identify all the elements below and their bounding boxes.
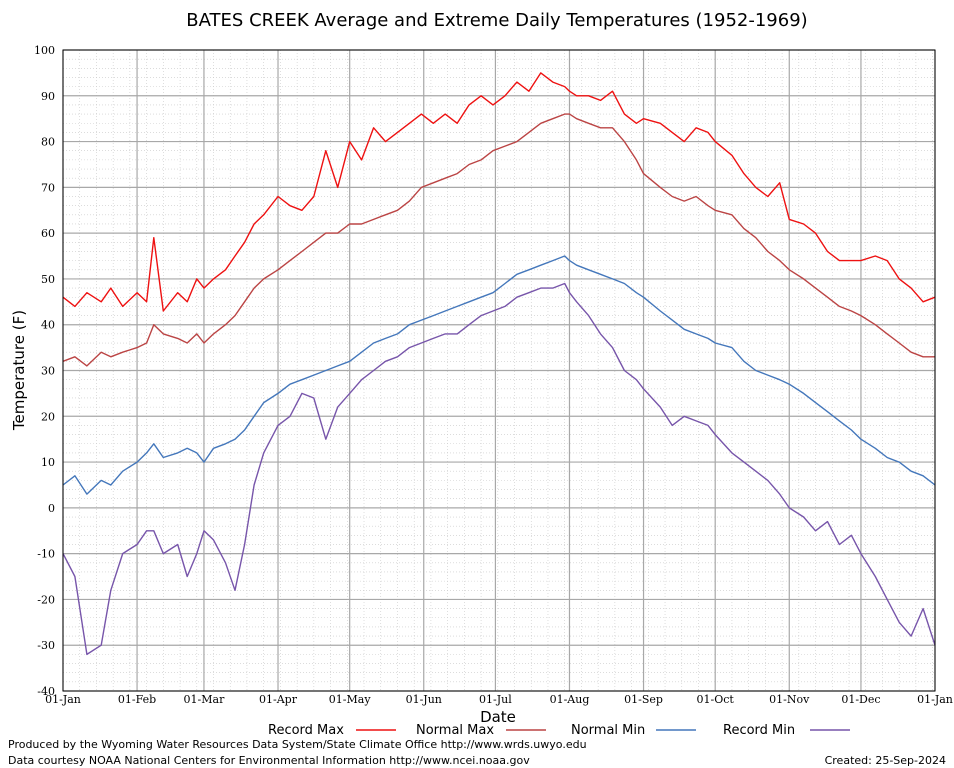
- legend-label-record-min: Record Min: [723, 723, 795, 738]
- x-tick-label: 01-May: [329, 693, 372, 706]
- series-line-record-max: [62, 72, 936, 312]
- y-tick-label: 50: [41, 273, 55, 286]
- y-axis-label: Temperature (F): [10, 310, 28, 431]
- x-tick-label: 01-Dec: [841, 693, 880, 706]
- x-tick-label: 01-Nov: [769, 693, 810, 706]
- legend-label-record-max: Record Max: [268, 723, 344, 738]
- legend: Record Max Normal Max Normal Min Record …: [268, 723, 850, 738]
- y-tick-label: 0: [48, 502, 55, 515]
- footer-courtesy: Data courtesy NOAA National Centers for …: [8, 754, 530, 767]
- y-tick-label: 70: [41, 181, 55, 194]
- x-tick-label: 01-Jan: [917, 693, 953, 706]
- y-tick-label: -30: [37, 639, 55, 652]
- series-layer: [62, 72, 936, 656]
- x-tick-label: 01-Oct: [697, 693, 735, 706]
- y-tick-label: 20: [41, 410, 55, 423]
- x-tick-label: 01-Feb: [118, 693, 156, 706]
- x-tick-label: 01-Sep: [624, 693, 663, 706]
- y-tick-label: -40: [37, 685, 55, 698]
- y-tick-label: 10: [41, 456, 55, 469]
- x-axis-label: Date: [480, 708, 516, 726]
- x-tick-label: 01-Mar: [184, 693, 226, 706]
- series-line-normal-max: [62, 113, 935, 367]
- series-line-record-min: [62, 282, 936, 656]
- x-tick-labels: 01-Jan 01-Feb 01-Mar 01-Apr 01-May 01-Jun 01-J…: [45, 693, 953, 706]
- x-tick-label: 01-Jul: [479, 693, 512, 706]
- x-tick-label: 01-Jun: [406, 693, 442, 706]
- y-tick-label: 90: [41, 90, 55, 103]
- y-tick-label: 40: [41, 319, 55, 332]
- series-line-normal-min: [62, 255, 936, 495]
- footer-created: Created: 25-Sep-2024: [825, 754, 946, 767]
- y-tick-label: 30: [41, 365, 55, 378]
- legend-label-normal-max: Normal Max: [416, 723, 494, 738]
- footer-produced: Produced by the Wyoming Water Resources …: [8, 738, 587, 751]
- y-tick-label: 100: [34, 44, 55, 57]
- y-tick-label: 80: [41, 136, 55, 149]
- legend-label-normal-min: Normal Min: [571, 723, 645, 738]
- x-tick-label: 01-Aug: [550, 693, 590, 706]
- x-tick-label: 01-Jan: [45, 693, 81, 706]
- chart-title: BATES CREEK Average and Extreme Daily Te…: [186, 10, 807, 31]
- y-tick-label: 60: [41, 227, 55, 240]
- y-tick-label: -20: [37, 593, 55, 606]
- x-tick-label: 01-Apr: [259, 693, 298, 706]
- y-tick-label: -10: [37, 548, 55, 561]
- plot-frame: [62, 49, 936, 692]
